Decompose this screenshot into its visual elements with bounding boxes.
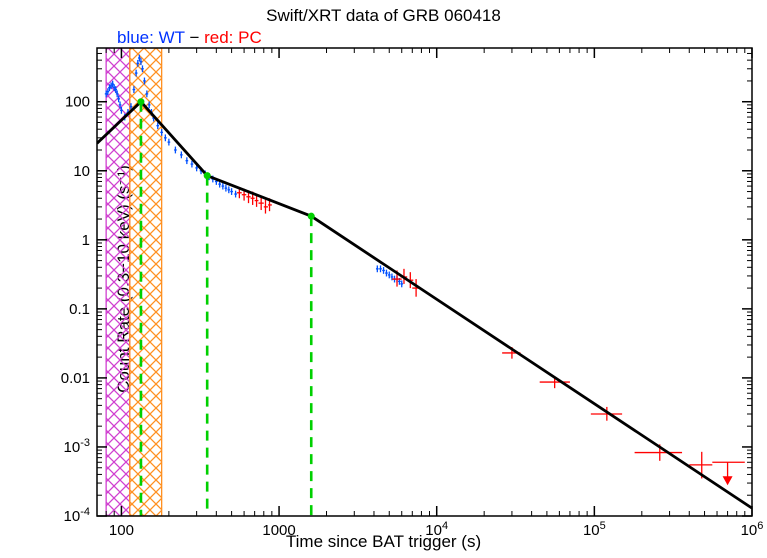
svg-text:100: 100 bbox=[65, 94, 90, 111]
chart-container: Swift/XRT data of GRB 060418 blue: WT − … bbox=[0, 0, 767, 558]
svg-text:104: 104 bbox=[425, 520, 448, 539]
svg-text:1000: 1000 bbox=[262, 522, 295, 539]
svg-text:106: 106 bbox=[741, 520, 764, 539]
svg-text:0.01: 0.01 bbox=[61, 370, 90, 387]
svg-text:100: 100 bbox=[109, 522, 134, 539]
svg-text:10-4: 10-4 bbox=[64, 506, 90, 525]
plot-svg: 100 1000 104 105 106 10-4 10-3 0.01 0.1 1 10 100 bbox=[0, 0, 767, 558]
svg-text:105: 105 bbox=[583, 520, 606, 539]
svg-text:10-3: 10-3 bbox=[64, 437, 90, 456]
svg-text:10: 10 bbox=[73, 163, 90, 180]
svg-text:1: 1 bbox=[82, 232, 90, 249]
svg-text:0.1: 0.1 bbox=[69, 301, 90, 318]
